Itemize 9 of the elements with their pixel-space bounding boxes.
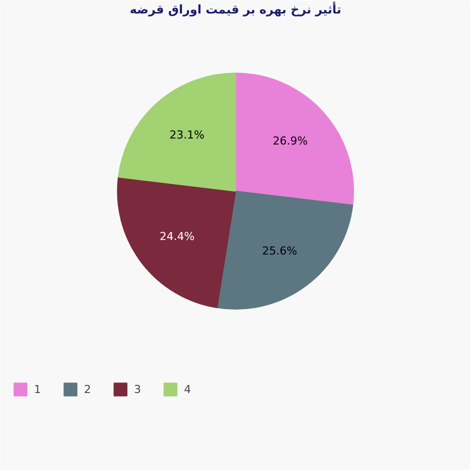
legend-label: 1	[34, 382, 42, 396]
legend-label: 2	[84, 382, 92, 396]
data-label: 23.1%	[169, 128, 204, 142]
data-label: 24.4%	[160, 230, 195, 243]
legend-label: 4	[184, 382, 192, 396]
data-label: 26.9%	[272, 134, 308, 148]
data-label: 25.6%	[262, 244, 298, 258]
chart-title: تأثیر نرخ بهره بر قیمت اوراق قرضه	[130, 2, 342, 16]
legend-label: 3	[134, 382, 142, 396]
